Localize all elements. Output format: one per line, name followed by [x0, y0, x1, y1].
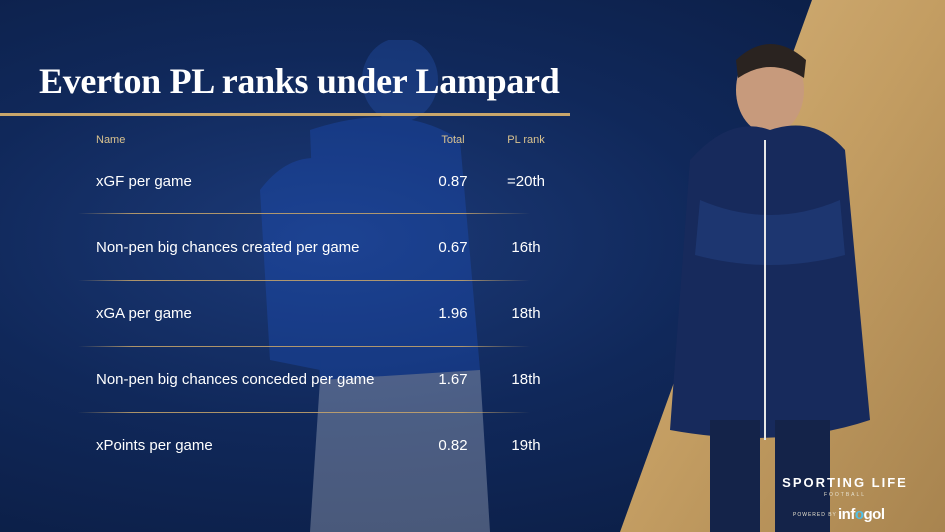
table-header: Name Total PL rank [0, 134, 600, 150]
header-name: Name [96, 134, 126, 146]
infogol-logo: infogol [838, 506, 885, 523]
table-row: Non-pen big chances created per game 0.6… [0, 233, 600, 263]
row-divider [78, 280, 530, 281]
row-rank: 19th [511, 437, 541, 454]
row-rank: 18th [511, 305, 541, 322]
sporting-life-sub: FOOTBALL [823, 492, 867, 498]
row-total: 0.82 [438, 437, 468, 454]
sporting-life-logo: SPORTING LIFE [782, 475, 908, 490]
player-silhouette-image [260, 40, 490, 532]
row-divider [78, 213, 530, 214]
header-pl-rank: PL rank [507, 134, 545, 146]
row-name: xPoints per game [96, 437, 213, 454]
page-title: Everton PL ranks under Lampard [39, 61, 560, 101]
powered-by-label: POWERED BY [793, 512, 837, 518]
row-name: xGF per game [96, 173, 192, 190]
infogol-suffix: gol [863, 506, 886, 523]
row-total: 1.96 [438, 305, 468, 322]
row-total: 1.67 [438, 371, 468, 388]
row-name: Non-pen big chances conceded per game [96, 371, 375, 388]
table-row: xGA per game 1.96 18th [0, 299, 600, 329]
infogol-accent: o [854, 506, 864, 523]
table-row: xGF per game 0.87 =20th [0, 167, 600, 197]
row-rank: 18th [511, 371, 541, 388]
row-divider [78, 412, 530, 413]
infogol-prefix: inf [838, 506, 855, 523]
table-row: Non-pen big chances conceded per game 1.… [0, 365, 600, 395]
row-rank: 16th [511, 239, 541, 256]
title-underline [0, 113, 570, 116]
row-divider [78, 346, 530, 347]
header-total: Total [441, 134, 465, 146]
table-row: xPoints per game 0.82 19th [0, 431, 600, 461]
row-name: xGA per game [96, 305, 192, 322]
manager-photo [670, 44, 870, 532]
row-rank: =20th [507, 173, 545, 190]
row-name: Non-pen big chances created per game [96, 239, 360, 256]
row-total: 0.87 [438, 173, 468, 190]
row-total: 0.67 [438, 239, 468, 256]
